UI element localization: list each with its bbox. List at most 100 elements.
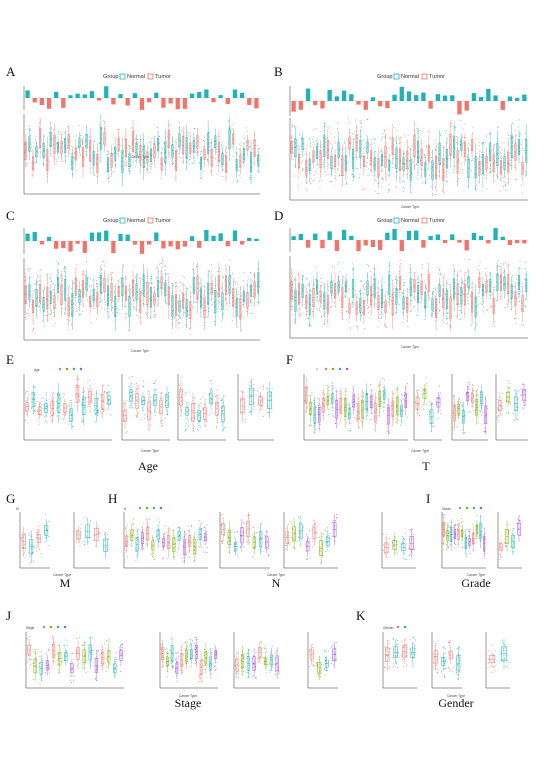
jitter-point <box>324 126 326 128</box>
jitter-point <box>310 146 312 148</box>
jitter-point <box>58 272 60 274</box>
jitter-point <box>397 387 399 389</box>
jitter-point <box>322 129 324 131</box>
jitter-point <box>420 129 422 132</box>
jitter-point <box>176 285 178 287</box>
jitter-point <box>466 382 468 384</box>
jitter-point <box>455 136 457 138</box>
jitter-point <box>414 165 416 167</box>
jitter-point <box>255 139 257 141</box>
jitter-point <box>359 120 361 122</box>
jitter-point <box>511 134 514 136</box>
jitter-point <box>148 518 150 520</box>
jitter-point <box>251 304 253 306</box>
jitter-point <box>261 406 263 408</box>
jitter-point <box>314 179 316 181</box>
fold-change-bar <box>154 232 159 241</box>
jitter-point <box>199 421 201 423</box>
jitter-point <box>512 412 514 415</box>
jitter-point <box>388 189 390 191</box>
legend-title: Group <box>377 218 393 224</box>
jitter-point <box>92 280 94 282</box>
jitter-point <box>210 380 212 382</box>
jitter-point <box>422 182 424 184</box>
jitter-point <box>371 389 373 391</box>
jitter-point <box>145 543 147 545</box>
jitter-point <box>311 179 313 181</box>
fold-change-bar <box>291 236 296 240</box>
jitter-point <box>151 553 153 555</box>
jitter-point <box>112 301 114 303</box>
jitter-point <box>75 310 77 312</box>
jitter-point <box>522 181 524 183</box>
jitter-point <box>151 163 153 165</box>
jitter-point <box>120 145 122 147</box>
legend-dot <box>345 367 349 371</box>
fold-change-bar <box>399 86 404 101</box>
jitter-point <box>431 195 434 197</box>
jitter-point <box>503 181 505 183</box>
jitter-point <box>174 317 176 319</box>
jitter-point <box>334 177 336 179</box>
jitter-point <box>416 314 418 316</box>
legend-title: Group <box>103 218 119 224</box>
jitter-point <box>158 135 160 137</box>
jitter-point <box>240 177 242 179</box>
jitter-point <box>386 173 388 175</box>
jitter-point <box>104 301 107 304</box>
jitter-point <box>89 537 91 539</box>
jitter-point <box>370 170 372 172</box>
jitter-point <box>453 394 455 396</box>
jitter-point <box>389 137 391 139</box>
jitter-point <box>425 182 427 184</box>
jitter-point <box>102 120 104 122</box>
jitter-point <box>162 147 164 149</box>
jitter-point <box>332 410 334 412</box>
jitter-point <box>78 539 80 541</box>
jitter-point <box>118 314 120 316</box>
jitter-point <box>128 167 130 169</box>
jitter-point <box>455 141 457 144</box>
fold-change-bar <box>54 91 59 98</box>
jitter-point <box>220 287 222 289</box>
jitter-point <box>49 276 51 278</box>
jitter-point <box>346 390 348 392</box>
jitter-point <box>129 330 131 332</box>
jitter-point <box>362 286 364 288</box>
jitter-point <box>420 297 422 299</box>
jitter-point <box>199 282 201 284</box>
jitter-point <box>147 424 149 426</box>
jitter-point <box>111 271 114 273</box>
jitter-point <box>465 272 467 274</box>
jitter-point <box>95 545 97 547</box>
jitter-point <box>65 155 67 157</box>
jitter-point <box>161 392 163 394</box>
jitter-point <box>177 548 179 550</box>
jitter-point <box>470 324 472 326</box>
fold-change-bar <box>232 89 238 98</box>
jitter-point <box>31 145 33 147</box>
jitter-point <box>426 385 428 387</box>
jitter-point <box>459 309 461 311</box>
jitter-point <box>240 329 242 331</box>
jitter-point <box>218 302 221 304</box>
jitter-point <box>107 318 109 320</box>
jitter-point <box>217 270 219 272</box>
jitter-point <box>340 388 342 390</box>
jitter-point <box>187 162 189 164</box>
jitter-point <box>28 399 30 401</box>
jitter-point <box>503 263 505 265</box>
fold-change-bar <box>450 95 455 101</box>
jitter-point <box>103 390 105 392</box>
jitter-point <box>50 416 52 418</box>
jitter-point <box>373 267 375 269</box>
jitter-point <box>337 122 339 124</box>
jitter-point <box>342 282 344 284</box>
jitter-point <box>317 296 319 298</box>
jitter-point <box>220 320 222 322</box>
jitter-point <box>209 414 211 416</box>
jitter-point <box>358 291 361 293</box>
jitter-point <box>64 161 66 163</box>
jitter-point <box>202 408 204 411</box>
legend-label-normal: Normal <box>127 74 145 80</box>
